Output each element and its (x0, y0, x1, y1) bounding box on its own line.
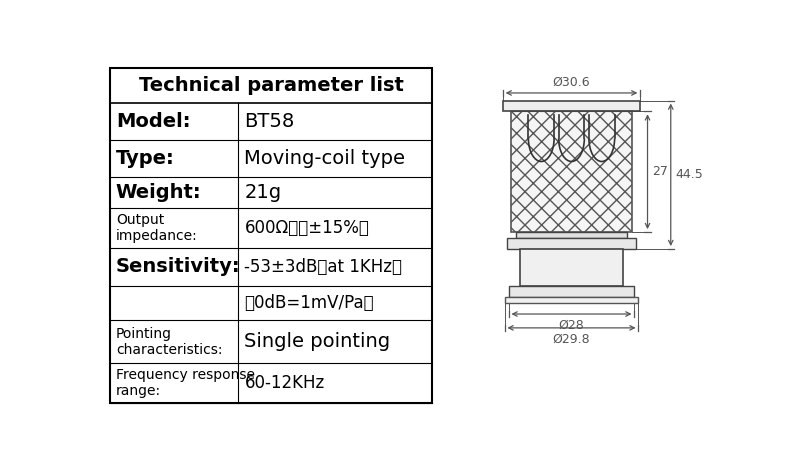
Bar (507, 238, 636, 249)
Text: Pointing
characteristics:: Pointing characteristics: (116, 326, 222, 357)
Text: Frequency response
range:: Frequency response range: (116, 368, 255, 398)
Text: Ø29.8: Ø29.8 (553, 333, 590, 345)
Text: 60-12KHz: 60-12KHz (244, 374, 325, 392)
Bar (520, 249, 623, 286)
Text: BT58: BT58 (244, 112, 295, 131)
Text: Type:: Type: (116, 149, 175, 168)
Text: （0dB=1mV/Pa）: （0dB=1mV/Pa） (244, 294, 374, 312)
Bar (509, 286, 634, 297)
Text: Sensitivity:: Sensitivity: (116, 257, 240, 277)
Bar (511, 112, 632, 232)
Bar (111, 68, 432, 403)
Text: Ø30.6: Ø30.6 (553, 75, 590, 88)
Text: Model:: Model: (116, 112, 190, 131)
Bar (502, 101, 640, 112)
Text: 21g: 21g (244, 183, 281, 202)
Text: 44.5: 44.5 (675, 168, 703, 181)
Text: Ø28: Ø28 (559, 319, 585, 332)
Text: Weight:: Weight: (116, 183, 201, 202)
Text: Moving-coil type: Moving-coil type (244, 149, 405, 168)
Text: Technical parameter list: Technical parameter list (139, 76, 404, 95)
Bar (505, 297, 638, 303)
Bar (516, 232, 627, 238)
Text: -53±3dB（at 1KHz）: -53±3dB（at 1KHz） (244, 258, 402, 276)
Text: 600Ω　（±15%）: 600Ω （±15%） (244, 219, 370, 236)
Text: Single pointing: Single pointing (244, 332, 390, 351)
Text: Output
impedance:: Output impedance: (116, 212, 198, 243)
Text: 27: 27 (653, 165, 668, 178)
